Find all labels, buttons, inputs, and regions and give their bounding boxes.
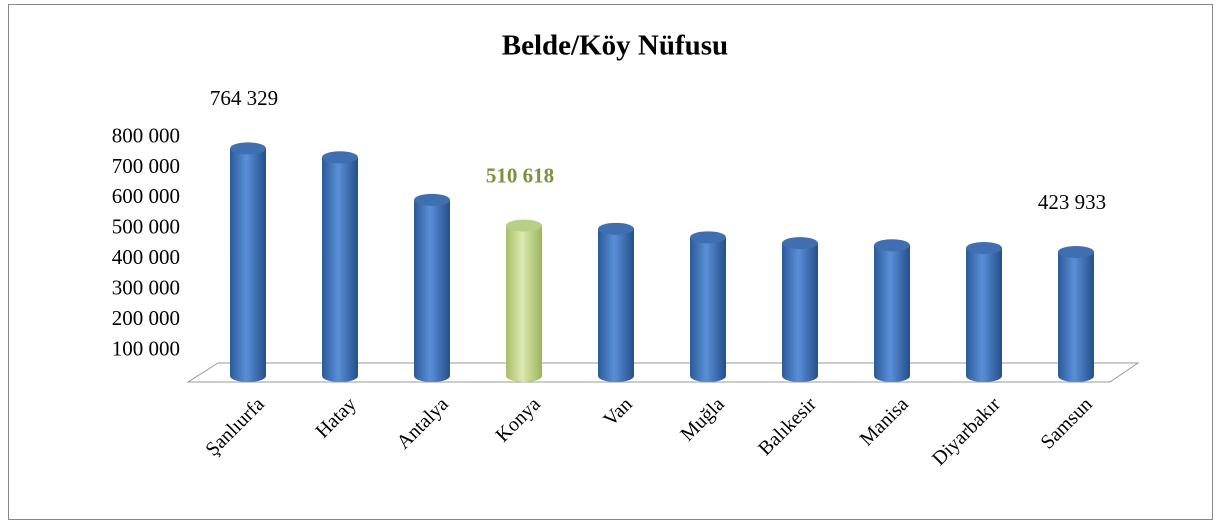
bar	[1058, 251, 1094, 376]
y-tick-label: 500 000	[112, 215, 180, 239]
bar	[598, 228, 634, 376]
bar-base	[690, 370, 726, 382]
bar-base	[414, 370, 450, 382]
bar-base	[322, 370, 358, 382]
bar-base	[966, 370, 1002, 382]
data-label: 764 329	[210, 86, 278, 110]
bar-top	[782, 237, 818, 250]
bar-base	[874, 370, 910, 382]
bar	[782, 243, 818, 376]
y-tick-label: 400 000	[112, 245, 180, 269]
y-tick-label: 100 000	[112, 336, 180, 360]
bar-top	[322, 151, 358, 164]
bar-top	[966, 242, 1002, 255]
bar-base	[230, 370, 266, 382]
data-label: 423 933	[1038, 190, 1106, 214]
y-tick-label: 200 000	[112, 306, 180, 330]
bar-top	[1058, 245, 1094, 258]
bar-base	[1058, 370, 1094, 382]
bar-base	[506, 370, 542, 382]
bar-top	[874, 239, 910, 252]
y-tick-label: 700 000	[112, 154, 180, 178]
bar-top	[690, 231, 726, 244]
chart-title: Belde/Köy Nüfusu	[502, 30, 728, 62]
bar	[690, 237, 726, 376]
bar-top	[598, 222, 634, 235]
bar-base	[598, 370, 634, 382]
y-tick-label: 800 000	[112, 123, 180, 147]
bar	[966, 248, 1002, 376]
bar	[506, 225, 542, 376]
bar	[414, 199, 450, 376]
bar-top	[414, 193, 450, 206]
bar	[230, 148, 266, 376]
bar	[874, 245, 910, 376]
bar	[322, 157, 358, 376]
bar-top	[506, 219, 542, 232]
bar-top	[230, 142, 266, 155]
y-tick-label: 600 000	[112, 184, 180, 208]
bar-base	[782, 370, 818, 382]
y-tick-label: 300 000	[112, 276, 180, 300]
data-label: 510 618	[486, 163, 554, 187]
